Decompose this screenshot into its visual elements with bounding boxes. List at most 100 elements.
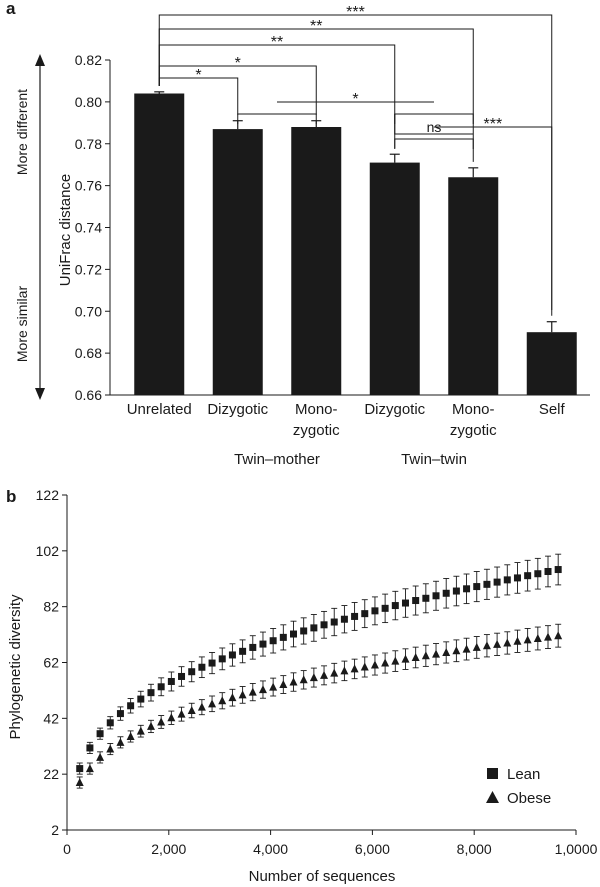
y-tick-label: 102 <box>36 543 60 559</box>
data-point <box>218 696 227 705</box>
data-point <box>96 730 104 738</box>
data-point <box>421 651 430 660</box>
data-point <box>188 668 196 676</box>
legend-label-lean: Lean <box>507 766 540 783</box>
data-point <box>381 658 390 667</box>
data-point <box>544 567 552 575</box>
data-point <box>463 585 471 593</box>
data-point <box>493 578 501 586</box>
x-tick-label: Mono- <box>452 401 495 418</box>
x-tick-label: zygotic <box>450 422 497 439</box>
data-point <box>432 649 441 658</box>
data-point <box>146 721 155 730</box>
significance-label: * <box>352 91 358 108</box>
data-point <box>412 597 420 605</box>
data-point <box>289 677 298 686</box>
significance-label: ** <box>310 18 322 35</box>
x-tick-label: zygotic <box>293 422 340 439</box>
data-point <box>127 702 135 710</box>
data-point <box>259 640 267 648</box>
group-label: Twin–mother <box>234 451 320 468</box>
data-point <box>137 695 145 703</box>
y-tick-label: 82 <box>43 599 59 615</box>
data-point <box>370 660 379 669</box>
y-tick-label: 42 <box>43 710 59 726</box>
legend-item-obese: Obese <box>486 790 551 807</box>
y-tick-label: 122 <box>36 487 60 503</box>
data-point <box>249 643 257 651</box>
data-point <box>513 636 522 645</box>
data-point <box>187 706 196 715</box>
data-point <box>340 666 349 675</box>
data-point <box>279 633 287 641</box>
square-marker-icon <box>487 768 498 779</box>
data-point <box>96 752 105 761</box>
x-axis-title: Number of sequences <box>249 868 396 885</box>
panel-b-label: b <box>6 487 16 506</box>
data-point <box>157 683 165 691</box>
similarity-arrow <box>35 54 45 400</box>
significance-label: *** <box>484 116 503 133</box>
data-point <box>208 699 217 708</box>
data-point <box>473 583 481 591</box>
x-tick-label: 8,000 <box>457 841 492 857</box>
data-point <box>503 576 511 584</box>
data-point <box>360 662 369 671</box>
data-point <box>167 677 175 685</box>
x-tick-label: Mono- <box>295 401 338 418</box>
more-similar-label: More similar <box>14 286 30 363</box>
data-point <box>452 646 461 655</box>
data-point <box>472 642 481 651</box>
data-point <box>147 689 155 697</box>
more-different-label: More different <box>14 89 30 175</box>
data-point <box>411 652 420 661</box>
y-tick-label: 0.72 <box>75 261 102 277</box>
data-point <box>76 765 84 773</box>
data-point <box>218 655 226 663</box>
bracket-line <box>434 126 553 310</box>
x-tick-label: 6,000 <box>355 841 390 857</box>
data-point <box>299 675 308 684</box>
data-point <box>544 632 553 641</box>
data-point <box>309 673 318 682</box>
significance-brackets: **********ns *** <box>158 4 553 316</box>
data-point <box>462 644 471 653</box>
data-point <box>75 778 84 787</box>
data-point <box>442 647 451 656</box>
data-point <box>422 594 430 602</box>
data-point <box>177 709 186 718</box>
bars <box>134 91 577 395</box>
y-tick-label: 0.82 <box>75 52 102 68</box>
data-point <box>300 627 308 635</box>
data-point <box>401 654 410 663</box>
data-point <box>401 599 409 607</box>
data-point <box>523 635 532 644</box>
y-tick-label: 0.76 <box>75 178 102 194</box>
legend-label-obese: Obese <box>507 790 551 807</box>
data-point <box>239 647 247 655</box>
x-tick-labels: Unrelated Dizygotic Mono-zygotic Dizygotic M… <box>127 401 566 439</box>
data-point <box>432 592 440 600</box>
x-tick-label: Dizygotic <box>207 401 268 418</box>
data-point <box>534 570 542 578</box>
data-point <box>106 744 115 753</box>
panel-a-label: a <box>6 0 16 18</box>
y-tick-label: 22 <box>43 766 59 782</box>
significance-label: * <box>235 55 241 72</box>
data-point <box>350 664 359 673</box>
y-axis-ticks: 0.66 0.68 0.70 0.72 0.74 0.76 0.78 0.80 0.82 <box>75 52 110 403</box>
data-point <box>269 682 278 691</box>
data-point <box>258 685 267 694</box>
bar <box>369 162 420 395</box>
x-tick-label: Self <box>539 401 566 418</box>
x-tick-label: Unrelated <box>127 401 192 418</box>
data-point <box>320 670 329 679</box>
data-point <box>136 726 145 735</box>
y-tick-label: 62 <box>43 655 59 671</box>
x-tick-label: Dizygotic <box>364 401 425 418</box>
bar <box>448 177 499 395</box>
significance-label: ** <box>271 34 283 51</box>
data-point <box>248 687 257 696</box>
